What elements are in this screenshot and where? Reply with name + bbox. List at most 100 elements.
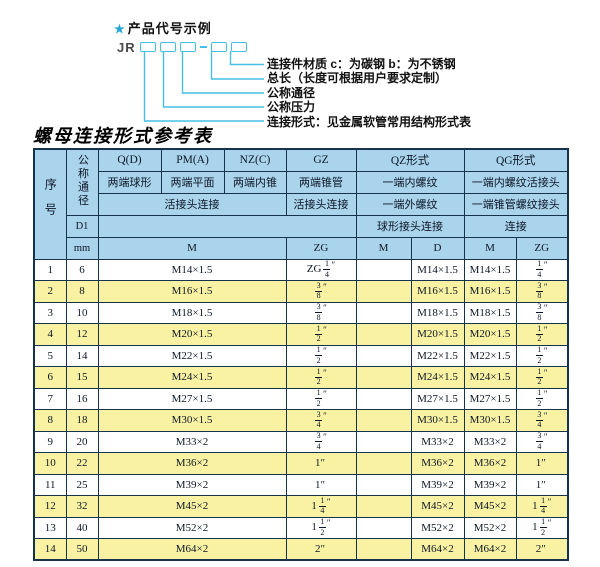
inch-mark: ″	[547, 496, 552, 507]
cell-no: 2	[33, 280, 67, 303]
cell-gz-zg: 3 8 ″	[285, 280, 357, 303]
cell-qg-m: M45×2	[463, 495, 517, 518]
cell-qg-m: M22×1.5	[463, 344, 517, 367]
cell-qz-m	[355, 409, 412, 432]
cell-qz-m	[355, 516, 412, 539]
cell-m: M64×2	[97, 538, 287, 561]
header-col-pm: PM(A)	[160, 148, 225, 172]
header-col-nz: NZ(C)	[223, 148, 287, 172]
cell-qg-m: M30×1.5	[463, 409, 517, 432]
cell-dn: 22	[65, 452, 99, 475]
table-row: 6 15 M24×1.5 1 2 ″ M24×1.5 M24×1.5 1 2 ″	[33, 366, 569, 389]
cell-qg-zg: 1″	[515, 452, 569, 475]
table-row: 14 50 M64×2 2″ M64×2 M64×2 2″	[33, 538, 569, 561]
header-row-no: 序号	[33, 148, 67, 260]
table-row: 5 14 M22×1.5 1 2 ″ M22×1.5 M22×1.5 1 2 ″	[33, 344, 569, 367]
code-box-5	[230, 42, 247, 52]
cell-gz-zg: 3 4 ″	[285, 430, 357, 453]
cell-qz-d: M39×2	[410, 473, 465, 496]
code-label-connection: 连接形式：见金属软管常用结构形式表	[267, 114, 472, 129]
cell-qz-d: M14×1.5	[410, 258, 465, 281]
header-col-qz: QZ形式	[355, 148, 465, 172]
cell-qz-m	[355, 344, 412, 367]
cell-qz-d: M64×2	[410, 538, 465, 561]
code-box-1	[139, 42, 156, 52]
header-gz-conn: 活接头连接	[285, 192, 357, 216]
cell-qz-m	[355, 495, 412, 518]
header-qz-sub2: 一端外螺纹	[355, 192, 465, 216]
reference-table: 序号 公称通径 Q(D) PM(A) NZ(C) GZ QZ形式 QG形式 两端…	[33, 148, 569, 561]
code-box-2	[159, 42, 176, 52]
cell-qg-zg: 2″	[515, 538, 569, 561]
cell-m: M36×2	[97, 452, 287, 475]
cell-dn: 20	[65, 430, 99, 453]
table-row: 13 40 M52×2 1 1 2 ″ M52×2 M52×2 1 1 2 ″	[33, 516, 569, 539]
cell-qg-m: M39×2	[463, 473, 517, 496]
cell-qg-zg: 1 2 ″	[515, 387, 569, 410]
inch-mark: ″	[543, 260, 548, 271]
cell-qg-zg: 3 8 ″	[515, 301, 569, 324]
cell-qz-m	[355, 301, 412, 324]
header-nz-sub: 两端内锥	[223, 170, 287, 194]
code-box-3	[179, 42, 196, 52]
cell-qz-d: M52×2	[410, 516, 465, 539]
inch-mark: ″	[323, 389, 327, 400]
cell-qz-m	[355, 387, 412, 410]
cell-qz-m	[355, 366, 412, 389]
cell-gz-zg: 1″	[285, 452, 357, 475]
header-qg-sub1: 一端内螺纹活接头	[463, 170, 569, 194]
header-qz-d: D	[410, 236, 465, 260]
cell-gz-zg: 1 2 ″	[285, 366, 357, 389]
cell-qz-d: M36×2	[410, 452, 465, 475]
code-prefix: JR	[117, 39, 136, 55]
cell-qz-d: M22×1.5	[410, 344, 465, 367]
cell-no: 4	[33, 323, 67, 346]
cell-qg-zg: 1 2 ″	[515, 344, 569, 367]
cell-dn: 6	[65, 258, 99, 281]
header-qg-zg: ZG	[515, 236, 569, 260]
table-header: 序号 公称通径 Q(D) PM(A) NZ(C) GZ QZ形式 QG形式 两端…	[33, 148, 569, 260]
cell-qz-d: M33×2	[410, 430, 465, 453]
connector-lines	[143, 51, 264, 122]
table-title: 螺母连接形式参考表	[33, 126, 213, 146]
inch-mark: ″	[543, 281, 548, 292]
code-label-length: 总长（长度可根据用户要求定制）	[267, 71, 448, 86]
cell-qg-zg: 1 2 ″	[515, 323, 569, 346]
inch-mark: ″	[543, 303, 548, 314]
cell-no: 11	[33, 473, 67, 496]
cell-qg-m: M27×1.5	[463, 387, 517, 410]
star-icon: ★	[114, 22, 126, 36]
table-row: 2 8 M16×1.5 3 8 ″ M16×1.5 M16×1.5 3 8 ″	[33, 280, 569, 303]
cell-m: M16×1.5	[97, 280, 287, 303]
cell-dn: 32	[65, 495, 99, 518]
cell-qz-m	[355, 430, 412, 453]
cell-qg-m: M24×1.5	[463, 366, 517, 389]
cell-qg-zg: 1 1 4 ″	[515, 495, 569, 518]
header-qg-sub2: 一端锥管螺纹接头	[463, 192, 569, 216]
table-row: 3 10 M18×1.5 3 8 ″ M18×1.5 M18×1.5 3 8 ″	[33, 301, 569, 324]
cell-gz-zg: 1 2 ″	[285, 387, 357, 410]
cell-dn: 25	[65, 473, 99, 496]
cell-dn: 10	[65, 301, 99, 324]
cell-m: M52×2	[97, 516, 287, 539]
cell-qg-m: M14×1.5	[463, 258, 517, 281]
inch-mark: ″	[543, 367, 548, 378]
inch-mark: ″	[323, 303, 327, 314]
header-gz-sub: 两端锥管	[285, 170, 357, 194]
code-label-diameter: 公称通径	[267, 85, 316, 100]
cell-m: M18×1.5	[97, 301, 287, 324]
inch-mark: ″	[323, 410, 327, 421]
cell-no: 3	[33, 301, 67, 324]
inch-mark: ″	[543, 410, 548, 421]
